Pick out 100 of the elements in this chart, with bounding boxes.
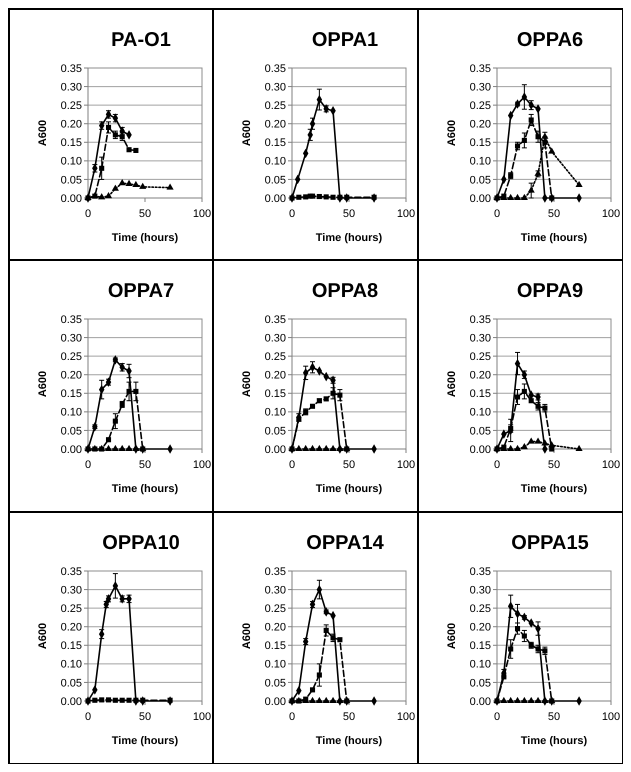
- y-tick-label: 0.35: [264, 566, 286, 578]
- chart-title: PA-O1: [111, 29, 171, 51]
- y-tick-label: 0.05: [60, 174, 82, 186]
- y-axis-title: A600: [446, 120, 458, 146]
- y-axis-title: A600: [37, 120, 49, 146]
- y-tick-label: 0.10: [264, 406, 286, 419]
- y-tick-label: 0.30: [60, 332, 82, 344]
- y-tick-label: 0.15: [60, 137, 82, 150]
- x-axis-title: Time (hours): [316, 735, 383, 747]
- y-tick-label: 0.10: [264, 156, 286, 168]
- y-tick-label: 0.25: [470, 602, 491, 615]
- y-tick-label: 0.35: [470, 62, 491, 75]
- y-tick-label: 0.30: [60, 584, 82, 596]
- x-tick-label: 50: [342, 711, 356, 723]
- x-tick-label: 0: [288, 208, 296, 220]
- y-tick-label: 0.25: [470, 100, 491, 112]
- chart-title: OPPA14: [306, 532, 385, 554]
- x-tick-label: 100: [396, 208, 416, 220]
- y-tick-label: 0.25: [264, 100, 286, 112]
- y-tick-label: 0.25: [60, 100, 82, 112]
- chart-title: OPPA7: [108, 280, 174, 302]
- x-tick-label: 0: [84, 711, 92, 723]
- y-tick-label: 0.05: [264, 677, 286, 690]
- x-tick-label: 100: [602, 459, 620, 471]
- y-tick-label: 0.20: [470, 370, 491, 382]
- x-tick-label: 0: [84, 459, 92, 471]
- y-tick-label: 0.05: [470, 677, 491, 690]
- y-tick-label: 0.15: [60, 640, 82, 652]
- x-axis-title: Time (hours): [316, 483, 383, 495]
- x-tick-label: 100: [192, 711, 212, 723]
- y-tick-label: 0.25: [60, 602, 82, 615]
- y-tick-label: 0.05: [470, 425, 491, 438]
- x-axis-title: Time (hours): [520, 232, 588, 244]
- y-tick-label: 0.00: [470, 192, 491, 205]
- y-tick-label: 0.10: [60, 658, 82, 671]
- chart-title: OPPA8: [312, 280, 378, 302]
- y-tick-label: 0.15: [470, 137, 491, 150]
- y-tick-label: 0.10: [264, 658, 286, 671]
- chart-title: OPPA10: [102, 532, 180, 554]
- y-tick-label: 0.30: [264, 81, 286, 94]
- x-axis-title: Time (hours): [520, 735, 588, 747]
- x-axis-title: Time (hours): [112, 483, 179, 495]
- y-tick-label: 0.30: [60, 81, 82, 94]
- x-tick-label: 0: [494, 459, 500, 471]
- x-tick-label: 100: [396, 711, 416, 723]
- x-tick-label: 50: [548, 711, 560, 723]
- y-tick-label: 0.30: [264, 584, 286, 596]
- y-tick-label: 0.20: [60, 370, 82, 382]
- x-tick-label: 50: [548, 459, 560, 471]
- y-axis-title: A600: [446, 370, 458, 398]
- x-tick-label: 50: [138, 711, 152, 723]
- y-tick-label: 0.25: [264, 602, 286, 615]
- x-tick-label: 100: [396, 459, 416, 471]
- x-axis-title: Time (hours): [112, 735, 179, 747]
- y-tick-label: 0.00: [60, 444, 82, 456]
- y-tick-label: 0.10: [470, 156, 491, 168]
- y-axis-title: A600: [241, 120, 253, 146]
- y-tick-label: 0.15: [60, 388, 82, 400]
- y-tick-label: 0.10: [470, 406, 491, 419]
- y-tick-label: 0.35: [264, 62, 286, 75]
- y-tick-label: 0.10: [60, 156, 82, 168]
- y-tick-label: 0.10: [60, 406, 82, 419]
- y-tick-label: 0.00: [264, 444, 286, 456]
- y-tick-label: 0.30: [264, 332, 286, 344]
- x-tick-label: 50: [342, 459, 356, 471]
- y-tick-label: 0.05: [60, 677, 82, 690]
- y-tick-label: 0.10: [470, 658, 491, 671]
- x-tick-label: 0: [288, 711, 296, 723]
- y-tick-label: 0.35: [264, 314, 286, 326]
- y-tick-label: 0.30: [470, 332, 491, 344]
- x-tick-label: 100: [602, 208, 620, 220]
- x-tick-label: 50: [342, 208, 356, 220]
- x-axis-title: Time (hours): [520, 483, 588, 495]
- y-axis-title: A600: [446, 622, 458, 650]
- y-tick-label: 0.30: [470, 584, 491, 596]
- y-tick-label: 0.20: [60, 622, 82, 634]
- x-tick-label: 100: [192, 459, 212, 471]
- y-axis-title: A600: [241, 370, 253, 398]
- y-tick-label: 0.35: [470, 314, 491, 326]
- y-tick-label: 0.00: [470, 696, 491, 708]
- y-tick-label: 0.20: [264, 370, 286, 382]
- y-tick-label: 0.25: [470, 350, 491, 363]
- y-tick-label: 0.25: [60, 350, 82, 363]
- y-tick-label: 0.00: [60, 696, 82, 708]
- y-tick-label: 0.35: [60, 314, 82, 326]
- y-tick-label: 0.00: [470, 444, 491, 456]
- y-tick-label: 0.20: [470, 118, 491, 131]
- y-axis-title: A600: [241, 622, 253, 650]
- y-tick-label: 0.15: [470, 640, 491, 652]
- y-tick-label: 0.05: [264, 425, 286, 438]
- y-tick-label: 0.35: [60, 62, 82, 75]
- y-tick-label: 0.15: [264, 137, 286, 150]
- x-tick-label: 100: [192, 208, 212, 220]
- x-tick-label: 100: [602, 711, 620, 723]
- x-tick-label: 50: [138, 459, 152, 471]
- y-axis-title: A600: [37, 622, 49, 650]
- y-tick-label: 0.05: [60, 425, 82, 438]
- y-tick-label: 0.15: [264, 388, 286, 400]
- y-axis-title: A600: [37, 370, 49, 398]
- y-tick-label: 0.35: [470, 566, 491, 578]
